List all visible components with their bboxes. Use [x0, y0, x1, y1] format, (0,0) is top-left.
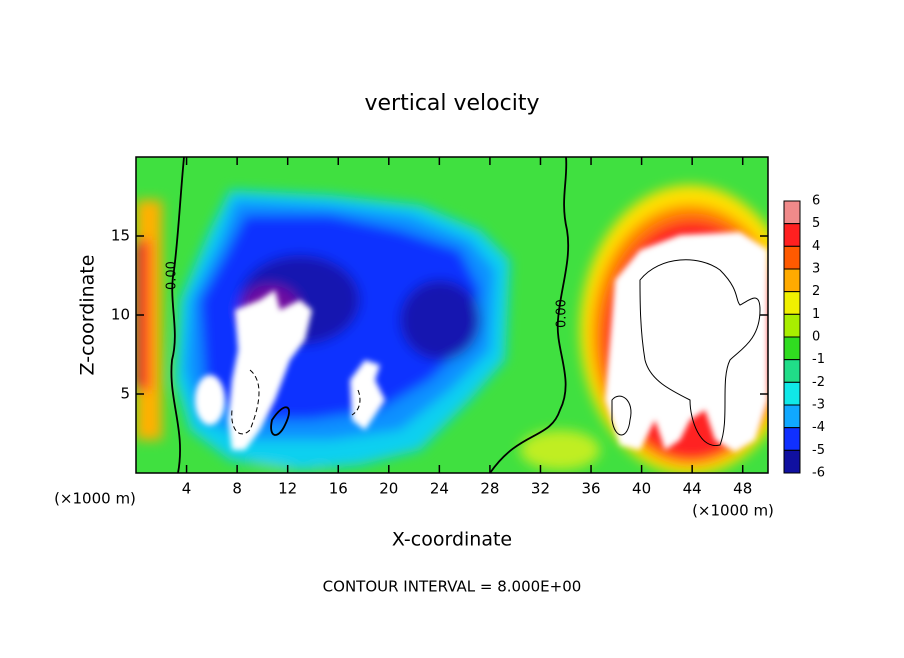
- y-tick-label: 5: [120, 385, 130, 403]
- x-tick-label: 24: [430, 480, 449, 498]
- x-tick-label: 4: [182, 480, 192, 498]
- colorbar-swatch: [783, 313, 801, 338]
- colorbar-swatch: [783, 245, 801, 270]
- y-unit-label: (×1000 m): [54, 490, 136, 508]
- colorbar-swatch: [783, 291, 801, 315]
- colorbar-label: -5: [812, 443, 825, 458]
- x-tick-label: 40: [632, 480, 651, 498]
- colorbar-swatch: [783, 449, 801, 474]
- contour-line: [231, 259, 761, 446]
- colorbar-swatch: [783, 336, 801, 361]
- contour-label: 0.00: [555, 299, 570, 328]
- colorbar-label: 0: [812, 330, 820, 345]
- x-tick-label: 20: [379, 480, 398, 498]
- x-unit-label: (×1000 m): [692, 502, 774, 520]
- colorbar-label: -3: [812, 398, 825, 413]
- x-tick-label: 44: [683, 480, 702, 498]
- colorbar-label: 5: [812, 216, 820, 231]
- colorbar-swatch: [783, 223, 801, 247]
- colorbar-swatch: [783, 268, 801, 293]
- contour-field: [136, 157, 768, 473]
- x-axis-label: X-coordinate: [392, 529, 512, 551]
- x-tick-label: 28: [480, 480, 499, 498]
- colorbar-label: 4: [812, 239, 820, 254]
- contour-line: [170, 157, 570, 473]
- x-tick-label: 8: [232, 480, 242, 498]
- colorbar-swatch: [783, 427, 801, 451]
- chart-title: vertical velocity: [364, 91, 539, 116]
- colorbar-label: 1: [812, 307, 820, 322]
- contour-label: 0.00: [165, 261, 180, 290]
- colorbar-label: -4: [812, 420, 825, 435]
- colorbar-label: 6: [812, 194, 820, 209]
- colorbar-label: -2: [812, 375, 825, 390]
- colorbar-swatch: [783, 200, 801, 225]
- footer: CONTOUR INTERVAL = 8.000E+00: [323, 578, 582, 596]
- x-tick-label: 48: [733, 480, 752, 498]
- colorbar-label: 3: [812, 262, 820, 277]
- colorbar-label: -1: [812, 352, 825, 367]
- colorbar-swatch: [783, 359, 801, 383]
- x-tick-label: 32: [531, 480, 550, 498]
- y-axis-label: Z-coordinate: [77, 255, 99, 376]
- colorbar-label: 2: [812, 284, 820, 299]
- colorbar-swatch: [783, 404, 801, 429]
- colorbar-swatch: [783, 381, 801, 406]
- colorbar-label: -6: [812, 466, 825, 481]
- x-tick-label: 12: [278, 480, 297, 498]
- x-tick-label: 16: [329, 480, 348, 498]
- y-tick-label: 15: [111, 227, 130, 245]
- y-tick-label: 10: [111, 306, 130, 324]
- x-tick-label: 36: [581, 480, 600, 498]
